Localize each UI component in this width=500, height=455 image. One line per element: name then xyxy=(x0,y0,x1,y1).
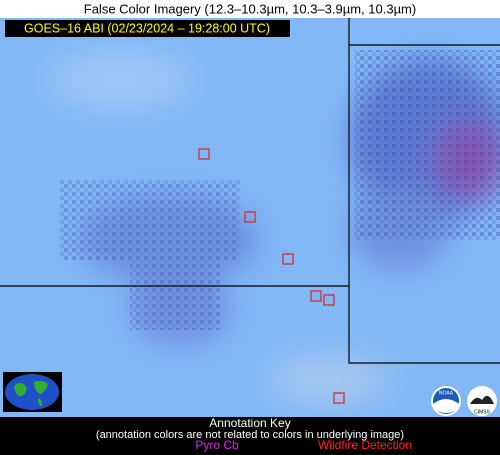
wildfire-detections xyxy=(198,148,345,404)
title: False Color Imagery (12.3–10.3µm, 10.3–3… xyxy=(84,1,416,16)
annotation-key xyxy=(0,417,500,455)
legend-wildfire: Wildfire Detection xyxy=(318,438,412,452)
title-bar xyxy=(0,0,500,18)
annotation-title: Annotation Key xyxy=(209,416,290,430)
annotation-note: (annotation colors are not related to co… xyxy=(96,429,404,441)
timestamp-box xyxy=(5,20,290,37)
globe-icon xyxy=(3,372,62,412)
cimss-logo: CIMSS xyxy=(467,386,497,416)
noaa-label: NOAA xyxy=(439,390,454,396)
satellite-image xyxy=(0,18,500,417)
cimss-label: CIMSS xyxy=(474,409,491,415)
legend-pyrocb: Pyro Cb xyxy=(195,438,239,452)
noaa-logo: NOAA xyxy=(431,386,461,416)
boundaries xyxy=(0,18,500,364)
timestamp: GOES–16 ABI (02/23/2024 – 19:28:00 UTC) xyxy=(24,21,270,35)
